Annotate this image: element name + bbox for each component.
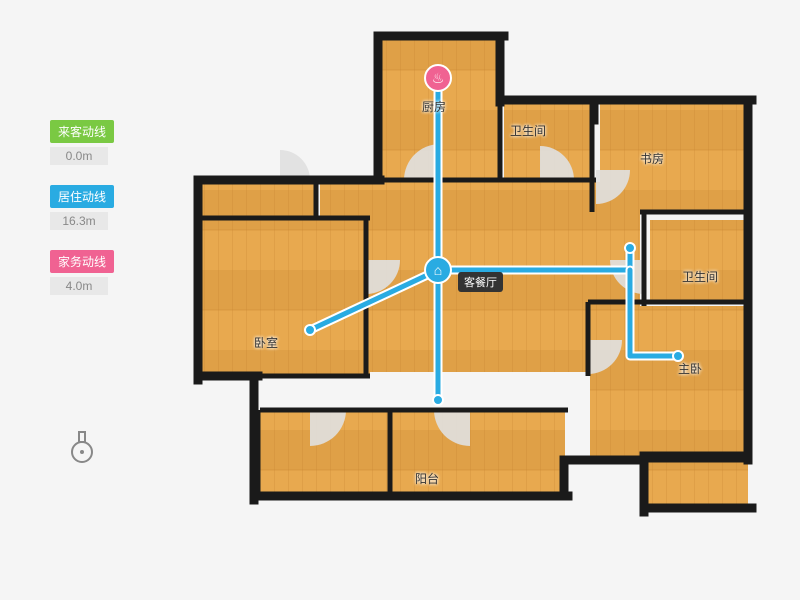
room-label-bath2: 卫生间 — [682, 268, 718, 285]
room-label-master: 主卧 — [678, 360, 702, 377]
legend-row-living: 居住动线 16.3m — [50, 185, 114, 230]
floorplan: ♨⌂ 厨房卫生间书房客餐厅卧室卫生间主卧阳台 — [190, 30, 762, 550]
svg-text:♨: ♨ — [432, 70, 445, 86]
svg-text:⌂: ⌂ — [434, 262, 442, 278]
legend-value-guest: 0.0m — [50, 147, 108, 165]
legend-value-living: 16.3m — [50, 212, 108, 230]
room-label-study: 书房 — [640, 150, 664, 167]
room-label-living: 客餐厅 — [458, 272, 503, 292]
legend-chip-chore: 家务动线 — [50, 250, 114, 273]
legend-row-guest: 来客动线 0.0m — [50, 120, 114, 165]
legend-value-chore: 4.0m — [50, 277, 108, 295]
compass-icon — [68, 430, 96, 466]
legend-row-chore: 家务动线 4.0m — [50, 250, 114, 295]
room-label-kitchen: 厨房 — [422, 98, 446, 115]
stage: 来客动线 0.0m 居住动线 16.3m 家务动线 4.0m ♨⌂ 厨房卫生间书… — [0, 0, 800, 600]
legend-chip-living: 居住动线 — [50, 185, 114, 208]
room-label-balcony: 阳台 — [415, 470, 439, 487]
legend-chip-guest: 来客动线 — [50, 120, 114, 143]
room-label-bath1: 卫生间 — [510, 122, 546, 139]
legend: 来客动线 0.0m 居住动线 16.3m 家务动线 4.0m — [50, 120, 114, 315]
room-label-bedroom2: 卧室 — [254, 334, 278, 351]
